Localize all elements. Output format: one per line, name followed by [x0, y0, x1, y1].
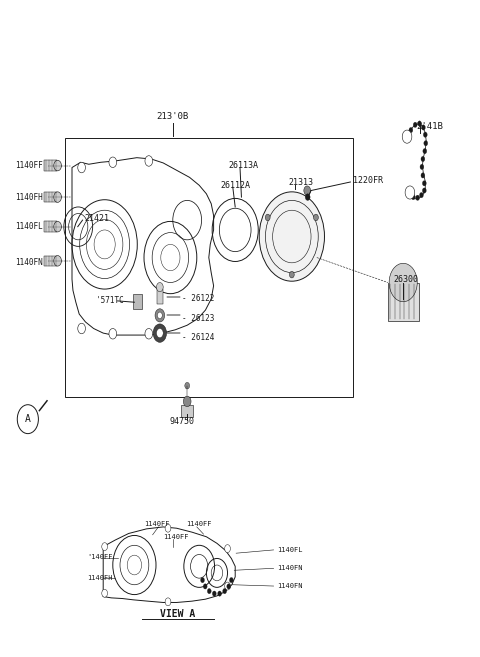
Bar [65, 138, 353, 397]
Circle shape [54, 160, 61, 171]
Text: 1220FR: 1220FR [353, 175, 383, 185]
Text: '571TC: '571TC [96, 296, 124, 306]
Circle shape [421, 125, 425, 130]
Circle shape [225, 582, 230, 590]
Circle shape [155, 309, 165, 322]
Circle shape [424, 141, 428, 146]
Circle shape [405, 186, 415, 199]
Text: 1140FN: 1140FN [277, 583, 303, 589]
Text: 1140FN: 1140FN [277, 565, 303, 572]
Circle shape [413, 122, 417, 127]
Text: '140FF: '140FF [87, 554, 113, 560]
Circle shape [183, 396, 191, 407]
Text: 213'0B: 213'0B [156, 112, 189, 122]
Circle shape [185, 382, 190, 389]
Circle shape [157, 312, 162, 319]
Circle shape [109, 328, 117, 339]
Circle shape [408, 191, 412, 196]
Bar [133, 294, 142, 309]
Circle shape [422, 181, 426, 186]
Circle shape [109, 157, 117, 168]
Circle shape [416, 195, 420, 200]
Circle shape [289, 271, 294, 278]
Circle shape [422, 188, 426, 193]
Circle shape [145, 328, 153, 339]
Circle shape [313, 214, 318, 221]
Circle shape [225, 545, 230, 553]
Text: - 26124: - 26124 [182, 332, 215, 342]
Circle shape [423, 132, 427, 137]
Text: 1140FL: 1140FL [277, 547, 303, 553]
Circle shape [305, 194, 310, 200]
Bar [181, 405, 193, 417]
Bar [44, 256, 57, 266]
Text: 1140FH: 1140FH [87, 575, 113, 581]
Bar [44, 221, 57, 232]
Circle shape [421, 156, 425, 162]
Circle shape [78, 323, 85, 334]
Circle shape [54, 221, 61, 232]
Circle shape [259, 192, 324, 281]
Circle shape [207, 589, 211, 594]
Text: 1140FF: 1140FF [163, 533, 189, 540]
Circle shape [153, 324, 167, 342]
Circle shape [402, 130, 412, 143]
Bar [44, 192, 57, 202]
Text: - 26123: - 26123 [182, 314, 215, 323]
Circle shape [54, 192, 61, 202]
Text: 21313: 21313 [288, 178, 313, 187]
Text: 1140FF: 1140FF [15, 161, 43, 170]
Circle shape [389, 263, 417, 302]
Circle shape [409, 127, 413, 133]
Circle shape [423, 148, 427, 154]
Circle shape [418, 121, 421, 126]
Text: 94750: 94750 [170, 417, 195, 426]
Text: 1140FL: 1140FL [15, 222, 43, 231]
Circle shape [304, 186, 311, 195]
Text: - 26122: - 26122 [182, 294, 215, 304]
Circle shape [223, 589, 227, 594]
Text: 1140FH: 1140FH [15, 193, 43, 202]
Bar [388, 283, 419, 321]
Bar [157, 289, 163, 304]
Text: 21421: 21421 [84, 214, 109, 223]
Circle shape [156, 328, 163, 338]
Circle shape [165, 598, 171, 606]
Circle shape [165, 524, 171, 532]
Circle shape [203, 584, 207, 589]
Circle shape [227, 584, 231, 589]
Circle shape [156, 283, 163, 292]
Circle shape [421, 173, 425, 178]
Circle shape [54, 256, 61, 266]
Circle shape [102, 589, 108, 597]
Circle shape [212, 591, 216, 597]
Circle shape [420, 193, 423, 198]
Text: 2'41B: 2'41B [416, 122, 443, 131]
Circle shape [201, 578, 204, 583]
Text: A: A [25, 414, 31, 424]
Circle shape [78, 162, 85, 173]
Text: 1140FF: 1140FF [186, 521, 212, 528]
Circle shape [405, 134, 408, 139]
Circle shape [229, 578, 233, 583]
Text: VIEW A: VIEW A [160, 609, 195, 620]
Text: 1140FN: 1140FN [15, 258, 43, 267]
Text: 1140FF: 1140FF [144, 521, 169, 528]
Circle shape [102, 543, 108, 551]
Bar [44, 160, 57, 171]
Text: 26112A: 26112A [221, 181, 251, 190]
Text: 26300: 26300 [394, 275, 419, 284]
Circle shape [420, 164, 424, 170]
Circle shape [411, 194, 415, 200]
Text: 26113A: 26113A [228, 161, 258, 170]
Circle shape [145, 156, 153, 166]
Circle shape [265, 214, 270, 221]
Circle shape [218, 591, 222, 597]
